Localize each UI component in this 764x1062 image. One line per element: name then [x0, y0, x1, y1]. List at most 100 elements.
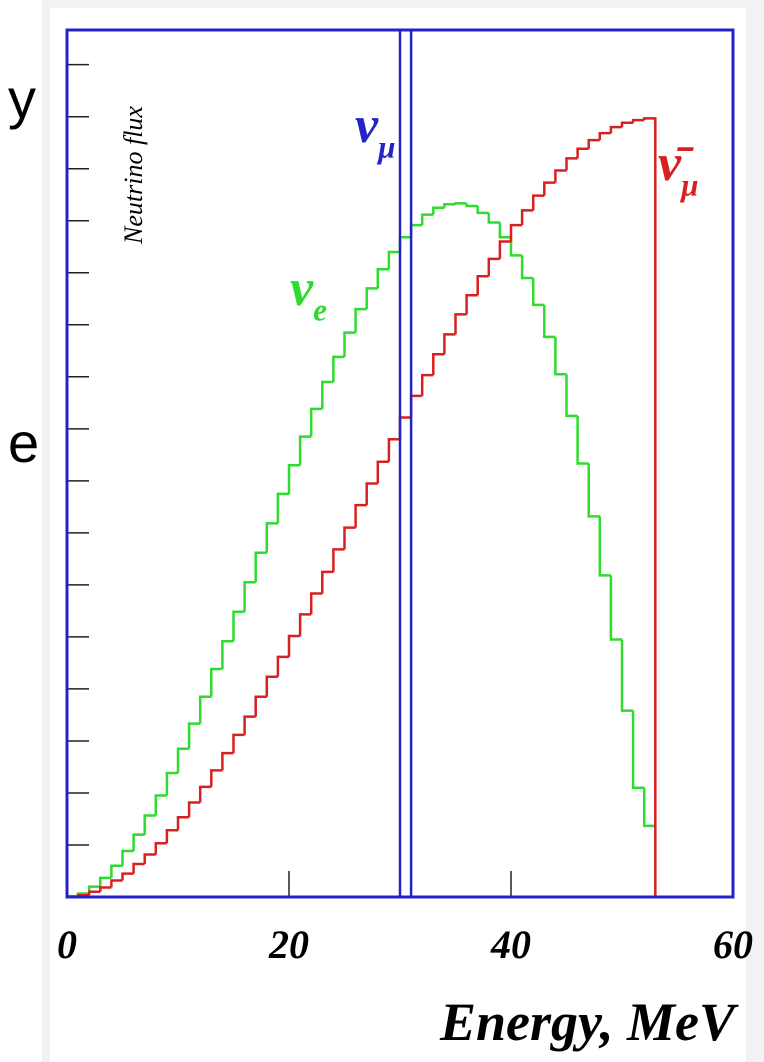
chart-bg — [50, 8, 746, 1062]
hist-step — [487, 257, 500, 277]
hist-step — [309, 407, 323, 437]
hist-step — [243, 715, 256, 735]
hist-step — [598, 516, 611, 577]
hist-step — [287, 634, 301, 657]
hist-step — [498, 240, 511, 259]
hist-step — [187, 722, 201, 749]
hist-step — [554, 169, 567, 183]
hist-step — [576, 147, 589, 159]
hist-step — [232, 610, 245, 642]
hist-step — [620, 121, 634, 128]
hist-step — [332, 548, 345, 572]
hist-step — [321, 570, 334, 594]
hist-step — [99, 886, 112, 892]
hist-step — [376, 460, 389, 484]
plot-frame — [65, 28, 735, 899]
x-tick-label: 40 — [490, 922, 531, 967]
hist-step — [642, 117, 657, 897]
hist-step — [110, 864, 123, 878]
hist-step — [309, 592, 323, 615]
hist-step — [232, 733, 245, 754]
hist-step — [210, 667, 223, 697]
hist-step — [265, 675, 278, 697]
hist-step — [276, 655, 289, 677]
hist-step — [221, 751, 234, 771]
x-tick-label: 60 — [713, 922, 753, 967]
hist-step — [287, 463, 301, 494]
hist-step — [432, 206, 445, 215]
hist-step — [554, 336, 567, 376]
hist-step — [176, 747, 190, 774]
hist-step — [87, 890, 101, 896]
hist-step — [187, 801, 201, 818]
x-axis-label: Energy, MeV — [439, 992, 739, 1052]
hist-step — [576, 415, 589, 465]
hist-step — [298, 613, 312, 637]
hist-step — [376, 268, 389, 289]
hist-step — [321, 380, 334, 409]
hist-step — [520, 209, 534, 226]
hist-step — [387, 437, 400, 462]
hist-step — [165, 771, 178, 796]
hist-step — [598, 131, 611, 141]
hist-step — [254, 695, 267, 717]
hist-step — [365, 287, 378, 310]
hist-step — [631, 118, 645, 123]
hist-step — [143, 814, 156, 835]
hist-step — [198, 785, 212, 803]
hist-step — [332, 355, 345, 383]
hist-step — [620, 639, 634, 712]
hist-step — [99, 876, 112, 887]
hist-step — [387, 250, 400, 270]
hist-step — [154, 794, 167, 816]
hist-step — [509, 237, 523, 257]
hist-step — [143, 853, 156, 865]
hist-step — [265, 522, 278, 553]
hist-step — [531, 277, 545, 307]
hist-step — [420, 373, 434, 396]
hist-step — [454, 313, 467, 335]
y-axis-label: Neutrino flux — [119, 106, 148, 245]
hist-step — [276, 492, 289, 524]
hist-step — [110, 879, 123, 888]
hist-step — [443, 333, 456, 355]
legend-label: νμ — [355, 97, 395, 165]
hist-step — [420, 213, 434, 226]
hist-step — [243, 581, 256, 612]
hist-step — [531, 194, 545, 211]
hist-step — [198, 695, 212, 724]
hist-step — [609, 575, 622, 641]
hist-step — [465, 294, 478, 315]
side-text: e — [8, 411, 39, 474]
hist-step — [609, 125, 622, 134]
hist-step — [221, 639, 234, 669]
side-text: y — [8, 67, 36, 130]
hist-step — [443, 203, 456, 208]
hist-step — [498, 222, 511, 239]
hist-step — [476, 274, 489, 296]
hist-step — [565, 157, 578, 171]
hist-step — [354, 307, 367, 333]
hist-step — [298, 435, 312, 466]
hist-step — [176, 815, 190, 831]
hist-step — [132, 862, 145, 874]
hist-step — [509, 223, 523, 242]
hist-step — [543, 304, 556, 339]
hist-step — [132, 833, 145, 852]
hist-step — [476, 206, 489, 215]
hist-step — [520, 255, 534, 280]
hist-step — [343, 526, 356, 550]
hist-step — [154, 841, 167, 855]
hist-step — [365, 482, 378, 506]
x-tick-label: 20 — [268, 922, 309, 967]
hist-step — [343, 331, 356, 357]
hist-step — [354, 503, 367, 528]
hist-step — [454, 202, 467, 205]
hist-step — [487, 212, 500, 224]
x-tick-label: 0 — [57, 922, 77, 967]
hist-step — [121, 872, 134, 881]
hist-step — [465, 203, 478, 208]
hist-step — [432, 353, 445, 376]
legend-label: νe — [290, 260, 327, 328]
